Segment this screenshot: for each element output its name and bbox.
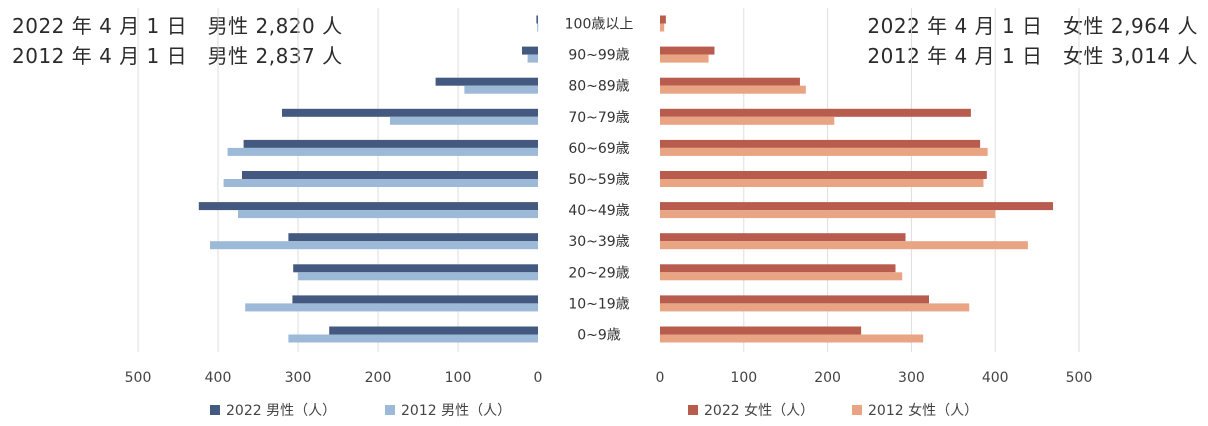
- bar-male-2012: [537, 23, 539, 32]
- bar-male-2012: [288, 334, 538, 343]
- bar-female-2012: [660, 303, 970, 312]
- bar-male-2022: [242, 171, 538, 179]
- bar-male-2022: [536, 15, 538, 24]
- bar-male-2012: [390, 116, 538, 125]
- male-axis-tick-label: 200: [365, 370, 392, 386]
- bar-male-2012: [227, 147, 538, 156]
- bar-female-2012: [660, 85, 806, 94]
- bar-male-2012: [298, 272, 538, 281]
- category-label: 40~49歳: [568, 203, 629, 219]
- bar-female-2012: [660, 116, 835, 125]
- female-axis-tick-label: 400: [982, 370, 1009, 386]
- bar-female-2022: [660, 46, 715, 55]
- category-label: 50~59歳: [568, 172, 629, 188]
- bar-female-2012: [660, 210, 996, 219]
- legend-male-2012-swatch: [385, 405, 395, 415]
- male-axis-tick-label: 100: [445, 370, 472, 386]
- bar-female-2022: [660, 139, 981, 148]
- male-axis-tick-label: 500: [125, 370, 152, 386]
- category-label: 100歳以上: [565, 17, 634, 33]
- female-axis-tick-label: 100: [730, 370, 757, 386]
- bar-female-2022: [660, 295, 929, 304]
- bar-male-2022: [522, 46, 538, 55]
- bar-female-2022: [660, 108, 971, 117]
- bar-female-2012: [660, 54, 709, 63]
- category-label: 70~79歳: [568, 110, 629, 126]
- bar-male-2012: [238, 210, 538, 219]
- bar-female-2012: [660, 23, 665, 32]
- bar-female-2022: [660, 233, 906, 242]
- female-axis-tick-label: 300: [898, 370, 925, 386]
- summary-female-2012: 2012 年 4 月 1 日 女性 3,014 人: [867, 44, 1198, 68]
- bar-male-2022: [288, 233, 538, 242]
- category-label: 30~39歳: [568, 234, 629, 250]
- bar-male-2012: [527, 54, 538, 63]
- bar-male-2012: [223, 179, 538, 187]
- legend-female-2022-label: 2022 女性（人）: [704, 402, 814, 419]
- summary-female-2022: 2022 年 4 月 1 日 女性 2,964 人: [867, 14, 1198, 38]
- legend-male-2022-swatch: [210, 405, 220, 415]
- category-label: 10~19歳: [568, 296, 629, 312]
- bar-female-2022: [660, 15, 666, 24]
- bar-female-2022: [660, 326, 862, 335]
- bar-female-2012: [660, 179, 984, 187]
- bar-female-2012: [660, 334, 924, 343]
- bar-female-2022: [660, 264, 896, 273]
- bar-male-2022: [435, 77, 538, 86]
- female-axis-tick-label: 500: [1066, 370, 1093, 386]
- summary-male-2012: 2012 年 4 月 1 日 男性 2,837 人: [12, 44, 343, 68]
- bar-male-2022: [293, 264, 538, 273]
- bar-male-2012: [210, 241, 538, 250]
- bar-male-2012: [464, 85, 538, 94]
- male-axis-tick-label: 400: [205, 370, 232, 386]
- bar-male-2022: [329, 326, 538, 335]
- category-label: 90~99歳: [568, 48, 629, 64]
- bar-female-2022: [660, 202, 1054, 211]
- bar-male-2022: [282, 108, 538, 117]
- bar-male-2022: [243, 139, 538, 148]
- legend-female-2012-swatch: [852, 405, 862, 415]
- bar-female-2022: [660, 77, 800, 86]
- bar-female-2012: [660, 272, 903, 281]
- bar-male-2022: [198, 202, 539, 211]
- bar-female-2012: [660, 241, 1028, 250]
- category-label: 80~89歳: [568, 79, 629, 95]
- category-label: 60~69歳: [568, 141, 629, 157]
- bar-female-2012: [660, 147, 988, 156]
- legend-male-2012-label: 2012 男性（人）: [401, 403, 511, 419]
- bar-male-2022: [292, 295, 538, 304]
- category-label: 20~29歳: [568, 265, 629, 281]
- legend-male-2022-label: 2022 男性（人）: [226, 403, 336, 419]
- female-axis-tick-label: 200: [814, 370, 841, 386]
- summary-male-2022: 2022 年 4 月 1 日 男性 2,820 人: [12, 14, 343, 38]
- bar-male-2012: [245, 303, 538, 312]
- category-label: 0~9歳: [577, 328, 621, 344]
- legend-female-2012-label: 2012 女性（人）: [868, 402, 978, 419]
- male-axis-tick-label: 300: [285, 370, 312, 386]
- female-axis-tick-label: 0: [656, 370, 665, 386]
- male-axis-tick-label: 0: [534, 370, 543, 386]
- bar-female-2022: [660, 171, 987, 179]
- legend-female-2022-swatch: [688, 405, 698, 415]
